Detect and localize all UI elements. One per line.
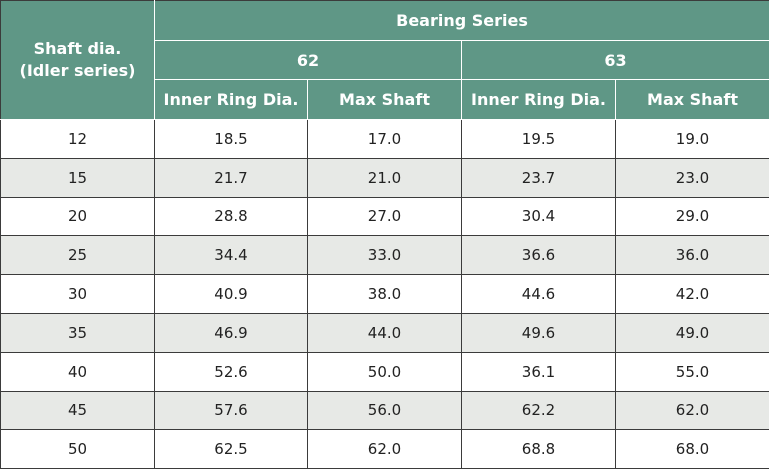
cell-62-inner-ring-dia: 40.9: [155, 275, 308, 314]
cell-62-max-shaft: 62.0: [308, 430, 462, 469]
shaft-dia-header: Shaft dia. (Idler series): [1, 1, 155, 120]
col-63-inner-ring-dia: Inner Ring Dia.: [462, 80, 616, 120]
cell-63-inner-ring-dia: 49.6: [462, 313, 616, 352]
cell-62-max-shaft: 44.0: [308, 313, 462, 352]
table-row: 45 57.6 56.0 62.2 62.0: [1, 391, 769, 430]
table-row: 15 21.7 21.0 23.7 23.0: [1, 158, 769, 197]
cell-62-max-shaft: 27.0: [308, 197, 462, 236]
col-63-max-shaft: Max Shaft: [616, 80, 769, 120]
cell-shaft-dia: 50: [1, 430, 155, 469]
cell-63-max-shaft: 55.0: [616, 352, 769, 391]
table-row: 40 52.6 50.0 36.1 55.0: [1, 352, 769, 391]
series-62-header: 62: [155, 41, 462, 80]
cell-62-inner-ring-dia: 18.5: [155, 120, 308, 159]
cell-62-max-shaft: 21.0: [308, 158, 462, 197]
cell-shaft-dia: 30: [1, 275, 155, 314]
cell-63-max-shaft: 49.0: [616, 313, 769, 352]
col-62-max-shaft: Max Shaft: [308, 80, 462, 120]
cell-63-max-shaft: 62.0: [616, 391, 769, 430]
table-row: 50 62.5 62.0 68.8 68.0: [1, 430, 769, 469]
cell-63-max-shaft: 19.0: [616, 120, 769, 159]
cell-63-inner-ring-dia: 68.8: [462, 430, 616, 469]
table-body: 12 18.5 17.0 19.5 19.0 15 21.7 21.0 23.7…: [1, 120, 769, 469]
table-row: 30 40.9 38.0 44.6 42.0: [1, 275, 769, 314]
cell-63-inner-ring-dia: 19.5: [462, 120, 616, 159]
cell-62-inner-ring-dia: 34.4: [155, 236, 308, 275]
cell-62-inner-ring-dia: 46.9: [155, 313, 308, 352]
cell-63-inner-ring-dia: 44.6: [462, 275, 616, 314]
cell-shaft-dia: 20: [1, 197, 155, 236]
cell-62-inner-ring-dia: 62.5: [155, 430, 308, 469]
cell-62-inner-ring-dia: 21.7: [155, 158, 308, 197]
cell-shaft-dia: 25: [1, 236, 155, 275]
cell-62-max-shaft: 50.0: [308, 352, 462, 391]
shaft-dia-header-line1: Shaft dia.: [34, 39, 122, 58]
cell-62-max-shaft: 17.0: [308, 120, 462, 159]
cell-63-max-shaft: 42.0: [616, 275, 769, 314]
table-row: 25 34.4 33.0 36.6 36.0: [1, 236, 769, 275]
cell-62-inner-ring-dia: 28.8: [155, 197, 308, 236]
cell-63-max-shaft: 23.0: [616, 158, 769, 197]
col-62-inner-ring-dia: Inner Ring Dia.: [155, 80, 308, 120]
cell-63-inner-ring-dia: 30.4: [462, 197, 616, 236]
table-row: 20 28.8 27.0 30.4 29.0: [1, 197, 769, 236]
cell-63-inner-ring-dia: 62.2: [462, 391, 616, 430]
shaft-dia-header-line2: (Idler series): [20, 61, 136, 80]
bearing-series-header: Bearing Series: [155, 1, 769, 41]
table-header: Shaft dia. (Idler series) Bearing Series…: [1, 1, 769, 120]
header-row-group: Shaft dia. (Idler series) Bearing Series: [1, 1, 769, 41]
cell-63-inner-ring-dia: 23.7: [462, 158, 616, 197]
cell-62-max-shaft: 38.0: [308, 275, 462, 314]
cell-shaft-dia: 40: [1, 352, 155, 391]
cell-shaft-dia: 12: [1, 120, 155, 159]
cell-shaft-dia: 15: [1, 158, 155, 197]
cell-shaft-dia: 35: [1, 313, 155, 352]
cell-63-max-shaft: 68.0: [616, 430, 769, 469]
table-row: 12 18.5 17.0 19.5 19.0: [1, 120, 769, 159]
cell-63-max-shaft: 29.0: [616, 197, 769, 236]
cell-62-inner-ring-dia: 57.6: [155, 391, 308, 430]
cell-63-inner-ring-dia: 36.6: [462, 236, 616, 275]
cell-63-inner-ring-dia: 36.1: [462, 352, 616, 391]
cell-62-inner-ring-dia: 52.6: [155, 352, 308, 391]
table-row: 35 46.9 44.0 49.6 49.0: [1, 313, 769, 352]
cell-62-max-shaft: 56.0: [308, 391, 462, 430]
cell-62-max-shaft: 33.0: [308, 236, 462, 275]
series-63-header: 63: [462, 41, 769, 80]
cell-63-max-shaft: 36.0: [616, 236, 769, 275]
cell-shaft-dia: 45: [1, 391, 155, 430]
